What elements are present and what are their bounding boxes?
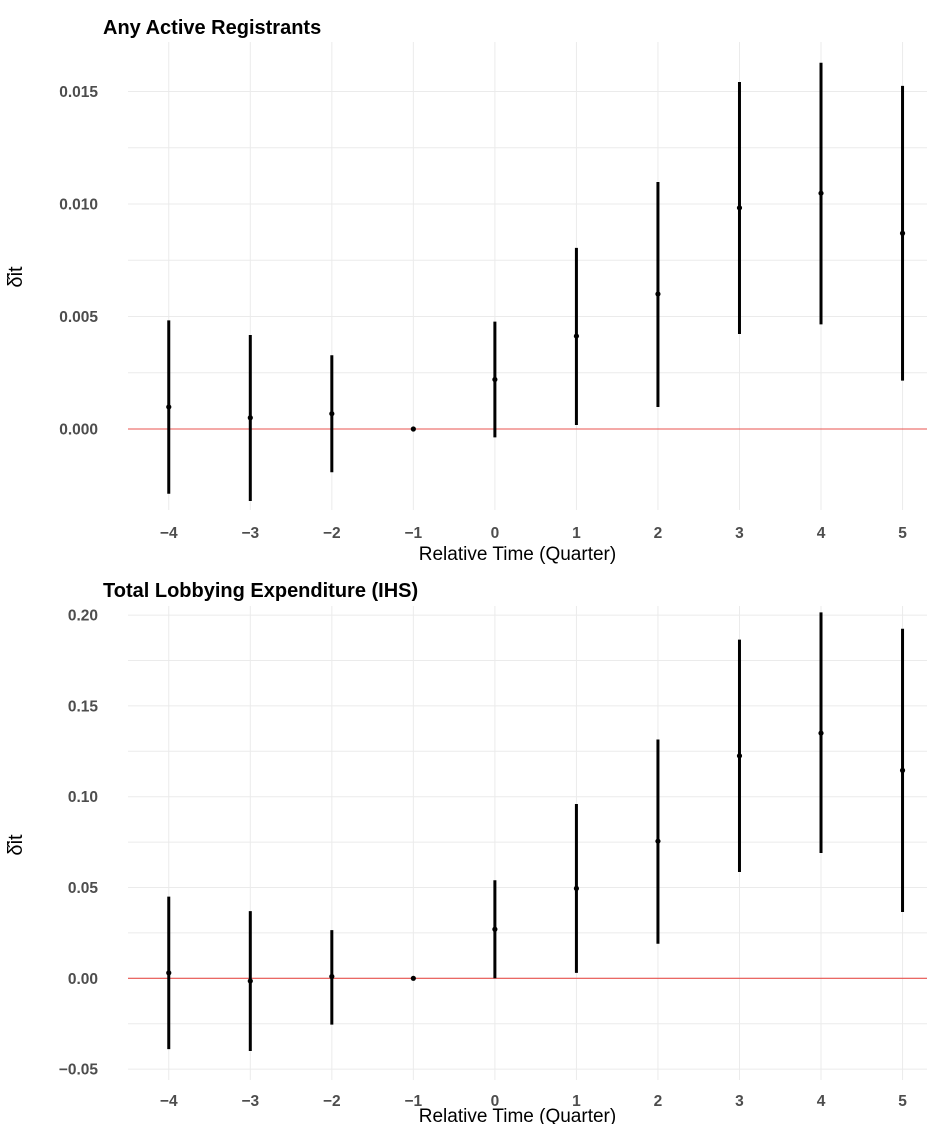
point-estimate — [410, 975, 416, 981]
x-tick-label: −2 — [323, 1093, 341, 1110]
y-axis-label: δ̂it — [5, 266, 27, 288]
point-estimate — [818, 730, 824, 736]
x-tick-label: −2 — [323, 525, 341, 542]
point-estimate — [166, 970, 172, 976]
x-tick-label: 4 — [817, 1093, 826, 1110]
y-tick-label: 0.05 — [68, 880, 99, 897]
point-estimate — [573, 885, 580, 892]
point-estimate — [247, 978, 253, 984]
y-tick-label: −0.05 — [59, 1062, 99, 1079]
y-tick-label: 0.000 — [59, 422, 98, 439]
point-estimate — [655, 291, 661, 297]
y-tick-label: 0.20 — [68, 608, 98, 625]
x-tick-label: 5 — [898, 1093, 907, 1110]
x-tick-label: −4 — [160, 1093, 178, 1110]
point-estimate — [655, 838, 661, 844]
x-tick-label: −3 — [241, 525, 259, 542]
point-estimate — [573, 333, 580, 339]
x-tick-label: 2 — [654, 1093, 663, 1110]
chart-title: Any Active Registrants — [103, 17, 321, 39]
point-estimate — [492, 926, 498, 932]
x-tick-label: −3 — [241, 1093, 259, 1110]
y-tick-label: 0.15 — [68, 698, 99, 715]
point-estimate — [818, 190, 824, 196]
x-tick-label: 4 — [817, 525, 826, 542]
y-axis-label: δ̂it — [5, 834, 27, 856]
point-estimate — [492, 376, 498, 383]
point-estimate — [736, 205, 743, 211]
y-tick-label: 0.00 — [68, 971, 98, 988]
y-tick-label: 0.005 — [59, 309, 98, 326]
x-tick-label: −1 — [405, 525, 423, 542]
point-estimate — [166, 404, 172, 410]
point-estimate — [736, 753, 743, 759]
y-tick-label: 0.10 — [68, 789, 98, 806]
x-tick-label: 5 — [898, 525, 907, 542]
x-tick-label: 1 — [572, 1093, 581, 1110]
panel-2: −0.05 0.00 0.05 0.10 0.15 0.20 −4 −3 −2 −1 0 1 2 3 4 5 T… — [5, 580, 927, 1127]
x-tick-label: 2 — [654, 525, 663, 542]
point-estimate — [247, 415, 253, 421]
point-estimate — [329, 973, 335, 980]
x-tick-label: 3 — [735, 525, 744, 542]
y-tick-label: 0.010 — [59, 197, 98, 214]
x-tick-label: 1 — [572, 525, 581, 542]
y-tick-label: 0.015 — [59, 84, 98, 101]
x-axis-label: Relative Time (Quarter) — [419, 544, 616, 565]
x-tick-label: 0 — [491, 1093, 500, 1110]
point-estimate — [329, 411, 335, 417]
x-axis-label: Relative Time (Quarter) — [419, 1106, 616, 1124]
point-estimate — [899, 767, 906, 773]
x-tick-label: 0 — [491, 525, 500, 542]
chart-title: Total Lobbying Expenditure (IHS) — [103, 580, 418, 602]
x-tick-label: 3 — [735, 1093, 744, 1110]
point-estimate — [899, 230, 906, 236]
x-tick-label: −4 — [160, 525, 178, 542]
panel-1: 0.000 0.005 0.010 0.015 −4 −3 −2 −1 0 1 2 3 4 5 Any Ac… — [5, 17, 927, 565]
x-tick-label: −1 — [405, 1093, 423, 1110]
point-estimate — [410, 426, 416, 432]
